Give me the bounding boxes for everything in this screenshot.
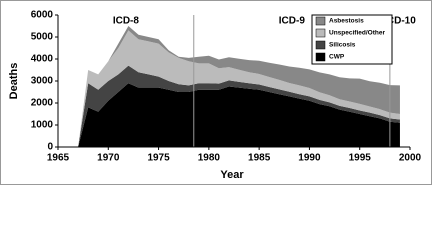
legend-box: [311, 14, 393, 65]
period-label: ICD-9: [279, 16, 306, 27]
x-axis-label: Year: [220, 169, 244, 181]
legend-label: CWP: [329, 54, 345, 61]
period-label: ICD-8: [113, 16, 140, 27]
legend-swatch: [315, 28, 326, 38]
x-tick-label: 1965: [47, 153, 70, 164]
y-tick-label: 6000: [31, 10, 54, 21]
y-tick-label: 4000: [31, 54, 54, 65]
legend-label: Asbestosis: [329, 18, 364, 25]
legend: Asbestosis Unspecified/Other Silicosis CWP: [311, 14, 393, 65]
area: [58, 65, 400, 147]
area: [58, 30, 400, 147]
y-tick-label: 3000: [31, 76, 54, 87]
x-tick-label: 1975: [147, 153, 170, 164]
area: [58, 83, 400, 147]
legend-label: Silicosis: [329, 42, 356, 49]
x-tick-label: 1980: [198, 153, 221, 164]
legend-label: Unspecified/Other: [329, 30, 385, 37]
x-tick-label: 1995: [349, 153, 372, 164]
x-tick-label: 2000: [399, 153, 422, 164]
y-tick-label: 1000: [31, 120, 54, 131]
y-tick-label: 2000: [31, 98, 54, 109]
y-axis-label: Deaths: [8, 63, 20, 100]
x-tick-label: 1970: [97, 153, 120, 164]
chart: Year Deaths ICD-8 ICD-9 ICD-10 0 1000 2000 300…: [0, 0, 432, 185]
period-label: ICD-10: [384, 16, 416, 27]
legend-swatch: [315, 16, 326, 26]
area: [58, 26, 400, 147]
legend-swatch: [315, 40, 326, 50]
y-tick-label: 0: [47, 142, 53, 153]
legend-swatch: [315, 52, 326, 62]
y-tick-label: 5000: [31, 32, 54, 43]
x-tick-label: 1985: [248, 153, 271, 164]
x-tick-label: 1990: [298, 153, 321, 164]
